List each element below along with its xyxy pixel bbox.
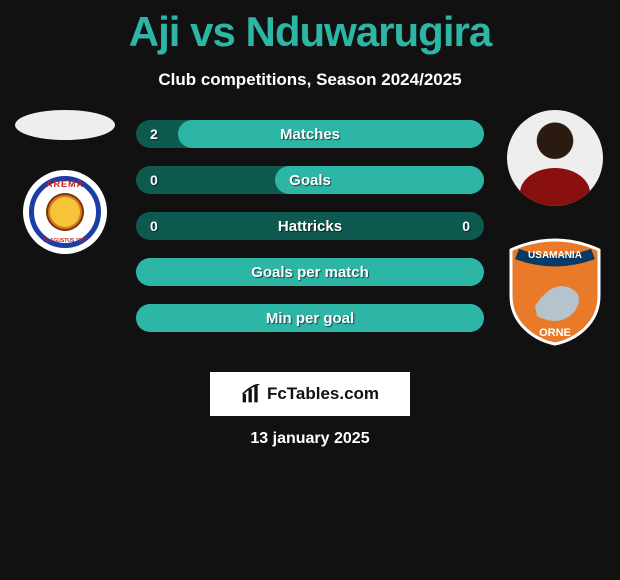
crest-arema-top-text: AREMA (34, 179, 96, 189)
player-silhouette-left (15, 110, 115, 140)
left-player-column: AREMA 11 AGUSTUS 1987 (10, 110, 120, 254)
stats-list: 2 Matches 16 0 Goals 2 0 Hattricks 0 Goa… (136, 120, 484, 332)
right-player-column: USAMANIA ORNE (500, 110, 610, 346)
stat-row-goals-per-match: Goals per match 0.13 (136, 258, 484, 286)
lion-icon (46, 193, 84, 231)
stat-label: Hattricks (136, 218, 484, 235)
stat-row-goals: 0 Goals 2 (136, 166, 484, 194)
player-photo-right (507, 110, 603, 206)
crest-arema-bottom-text: 11 AGUSTUS 1987 (34, 238, 96, 244)
page-title: Aji vs Nduwarugira (0, 0, 620, 56)
club-crest-borneo: USAMANIA ORNE (505, 236, 605, 346)
stat-row-matches: 2 Matches 16 (136, 120, 484, 148)
crest-borneo-banner-text: USAMANIA (528, 250, 582, 261)
fctables-brand-text: FcTables.com (267, 384, 379, 404)
crest-borneo-bottom-text: ORNE (539, 327, 571, 339)
fctables-brand[interactable]: FcTables.com (210, 372, 410, 416)
stat-left-value: 0 (150, 218, 158, 234)
date-text: 13 january 2025 (0, 430, 620, 448)
stat-left-value: 0 (150, 172, 158, 188)
club-crest-arema: AREMA 11 AGUSTUS 1987 (23, 170, 107, 254)
chart-icon (241, 384, 261, 404)
subtitle: Club competitions, Season 2024/2025 (0, 70, 620, 90)
stat-right-value: 0 (462, 218, 470, 234)
stat-left-value: 2 (150, 126, 158, 142)
stat-row-hattricks: 0 Hattricks 0 (136, 212, 484, 240)
stat-row-min-per-goal: Min per goal 752 (136, 304, 484, 332)
